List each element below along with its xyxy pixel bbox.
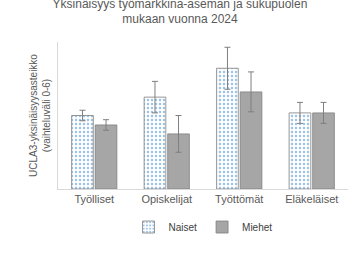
svg-text:Yksinäisyys työmarkkina-aseman: Yksinäisyys työmarkkina-aseman ja sukupu… bbox=[53, 0, 308, 26]
svg-text:Naiset: Naiset bbox=[169, 222, 198, 233]
svg-text:Työlliset: Työlliset bbox=[74, 193, 114, 205]
svg-text:UCLA3-yksinäisyysasteikko(vaih: UCLA3-yksinäisyysasteikko(vaihteluväli 0… bbox=[28, 54, 52, 177]
svg-text:Työttömät: Työttömät bbox=[215, 193, 263, 205]
svg-text:Miehet: Miehet bbox=[242, 222, 272, 233]
svg-text:Eläkeläiset: Eläkeläiset bbox=[285, 193, 338, 205]
svg-text:Opiskelijat: Opiskelijat bbox=[141, 193, 192, 205]
